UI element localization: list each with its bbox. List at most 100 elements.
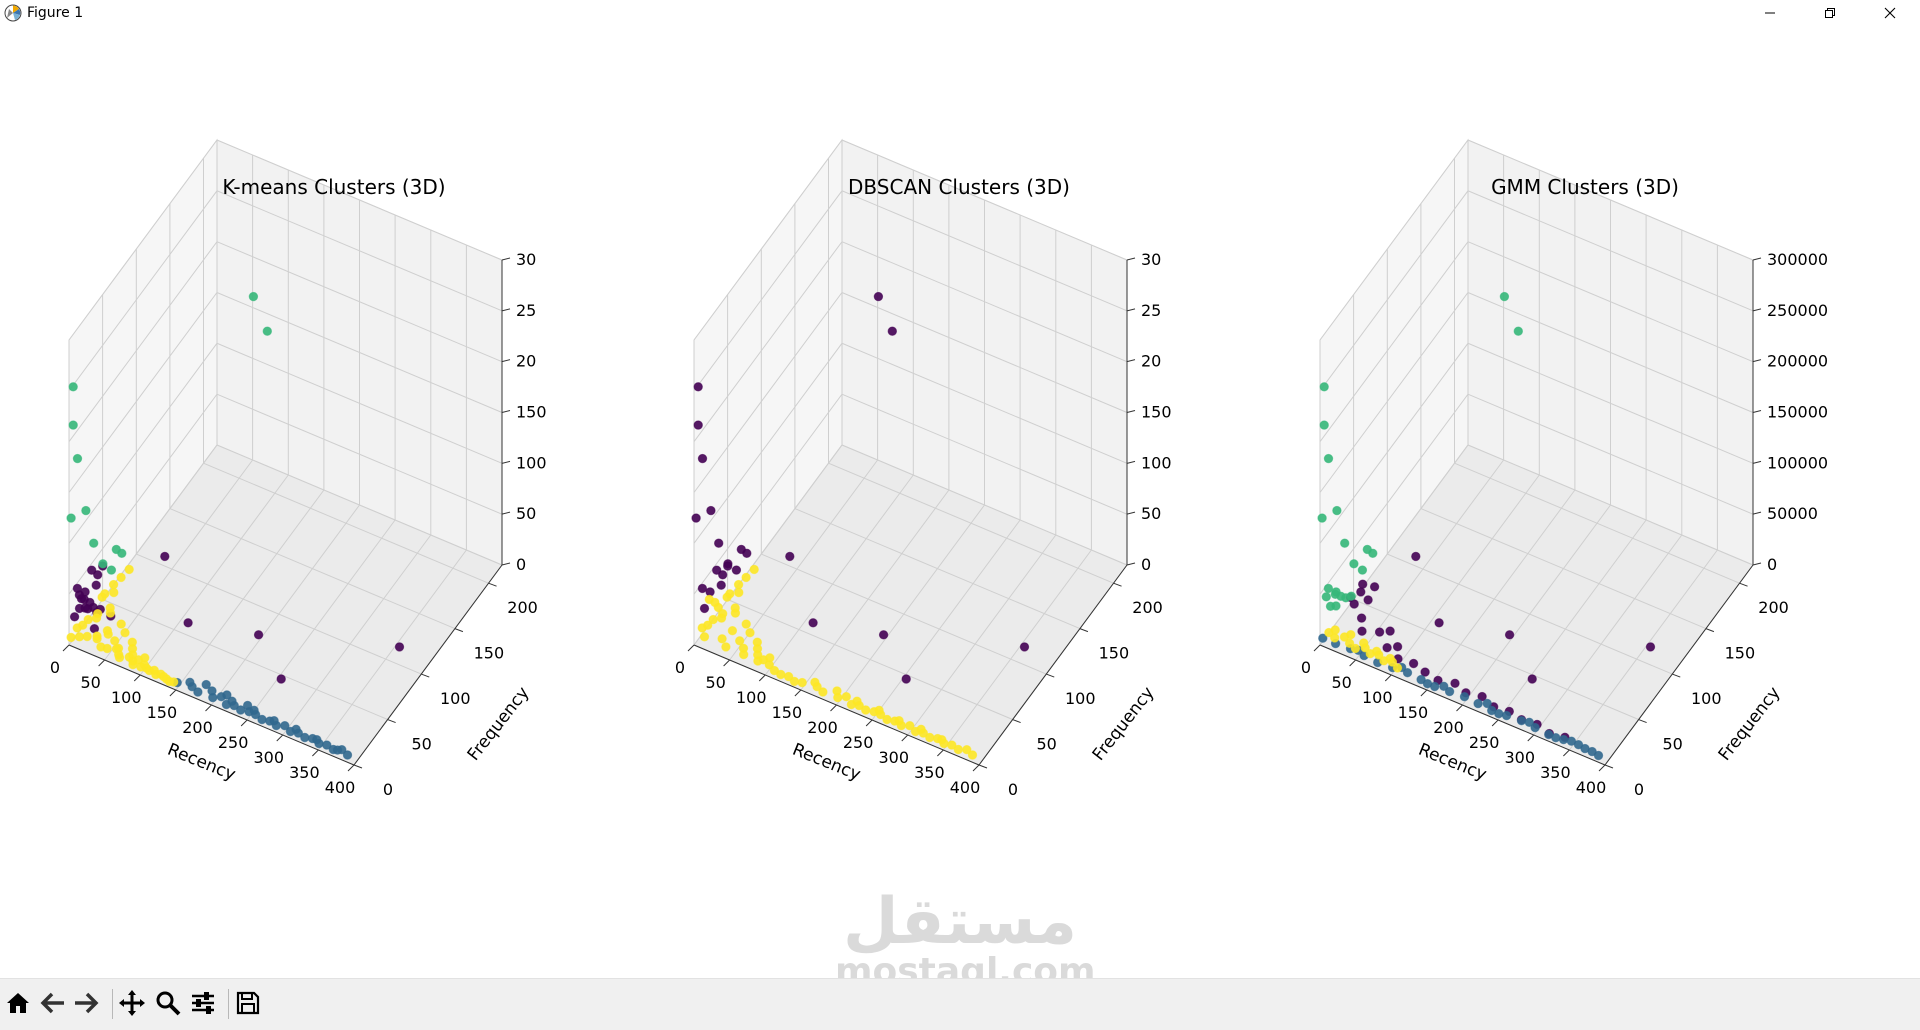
minimize-button[interactable] — [1740, 0, 1800, 26]
data-point — [1385, 653, 1395, 664]
back-button[interactable] — [37, 987, 69, 1019]
data-point — [736, 544, 746, 555]
z-tick-mark — [1126, 562, 1136, 566]
data-point — [1369, 582, 1380, 592]
close-icon — [1884, 7, 1896, 19]
x-tick-mark — [830, 704, 837, 712]
window-titlebar: Figure 1 — [0, 0, 1920, 26]
y-tick-mark — [1638, 719, 1647, 724]
data-point — [808, 618, 818, 628]
data-point — [1346, 591, 1357, 601]
data-point — [242, 700, 253, 711]
data-point — [730, 608, 741, 618]
y-tick-label: 100 — [440, 689, 471, 708]
data-point — [882, 714, 892, 725]
data-point — [785, 551, 795, 562]
z-tick-label: 25 — [1141, 301, 1161, 320]
data-point — [74, 590, 85, 600]
z-tick-mark — [501, 359, 511, 363]
x-tick-mark — [972, 764, 980, 772]
z-gridline — [68, 139, 503, 341]
x-tick-mark — [1598, 764, 1606, 772]
z-gridline — [1319, 139, 1754, 341]
data-point — [1019, 642, 1030, 652]
data-point — [128, 660, 138, 670]
zoom-button[interactable] — [152, 987, 184, 1019]
z-tick-labels: 0 50 100 150 20 25 30 — [1126, 250, 1172, 574]
data-point — [967, 750, 978, 760]
data-point — [810, 677, 820, 687]
y-tick-label: 150 — [474, 644, 505, 663]
pan-button[interactable] — [116, 987, 148, 1019]
save-button[interactable] — [232, 987, 264, 1019]
data-point — [1385, 626, 1395, 636]
z-gridline — [693, 241, 1128, 442]
x-tick-mark — [1384, 674, 1392, 682]
home-button[interactable] — [2, 987, 34, 1019]
data-point — [1473, 698, 1483, 709]
data-point — [69, 612, 80, 622]
x-tick-mark — [937, 749, 944, 757]
y-tick-mark — [1604, 764, 1614, 769]
z-tick-label: 0 — [1141, 555, 1151, 574]
data-point — [776, 669, 786, 680]
y-tick-mark — [387, 719, 396, 724]
y-tick-label: 0 — [1634, 780, 1644, 799]
data-point — [114, 652, 125, 663]
z-tick-mark — [501, 410, 511, 413]
x-tick-mark — [133, 674, 141, 682]
data-point — [716, 580, 726, 590]
z-tick-mark — [1752, 359, 1762, 363]
x-tick-label: 100 — [736, 688, 767, 707]
y-tick-label: 50 — [1662, 735, 1682, 754]
forward-button[interactable] — [70, 987, 102, 1019]
z-tick-label: 250000 — [1767, 301, 1828, 320]
data-point — [111, 544, 122, 555]
y-tick-label: 50 — [1036, 735, 1056, 754]
data-point — [111, 644, 122, 654]
data-point — [953, 744, 963, 755]
x-tick-mark — [1313, 644, 1321, 652]
z-gridline — [68, 342, 503, 544]
x-tick-mark — [865, 719, 873, 727]
data-point — [693, 420, 703, 430]
data-point — [832, 686, 842, 696]
x-tick-label: 350 — [289, 763, 320, 782]
z-tick-mark — [1126, 410, 1136, 413]
data-point — [710, 597, 720, 608]
z-tick-mark — [501, 562, 511, 566]
data-point — [749, 564, 759, 575]
z-tick-label: 0 — [516, 555, 526, 574]
z-tick-mark — [1126, 308, 1136, 312]
data-point — [735, 636, 745, 646]
z-tick-label: 20 — [1141, 352, 1161, 371]
z-tick-mark — [1126, 511, 1136, 515]
data-point — [878, 630, 889, 640]
data-point — [1356, 587, 1366, 597]
restore-button[interactable] — [1800, 0, 1860, 26]
data-point — [78, 620, 88, 630]
y-tick-label: 0 — [1008, 780, 1018, 799]
data-point — [342, 750, 353, 760]
home-icon — [7, 993, 29, 1013]
data-point — [852, 696, 862, 706]
data-point — [72, 453, 83, 464]
data-point — [116, 619, 126, 629]
data-point — [716, 613, 727, 623]
data-point — [1411, 551, 1421, 562]
close-button[interactable] — [1860, 0, 1920, 26]
x-tick-label: 150 — [772, 703, 803, 722]
data-point — [1527, 674, 1537, 684]
data-point — [797, 677, 807, 688]
data-point — [1356, 613, 1367, 623]
configure-subplots-button[interactable] — [187, 987, 219, 1019]
data-point — [91, 580, 101, 590]
y-axis-label: Frequency — [1089, 683, 1159, 765]
data-point — [1323, 453, 1334, 464]
series-cluster-3 — [66, 564, 179, 687]
y-axis-line — [978, 564, 1128, 766]
data-point — [1444, 686, 1455, 697]
x-tick-label: 200 — [1433, 718, 1464, 737]
data-point — [1317, 513, 1327, 523]
